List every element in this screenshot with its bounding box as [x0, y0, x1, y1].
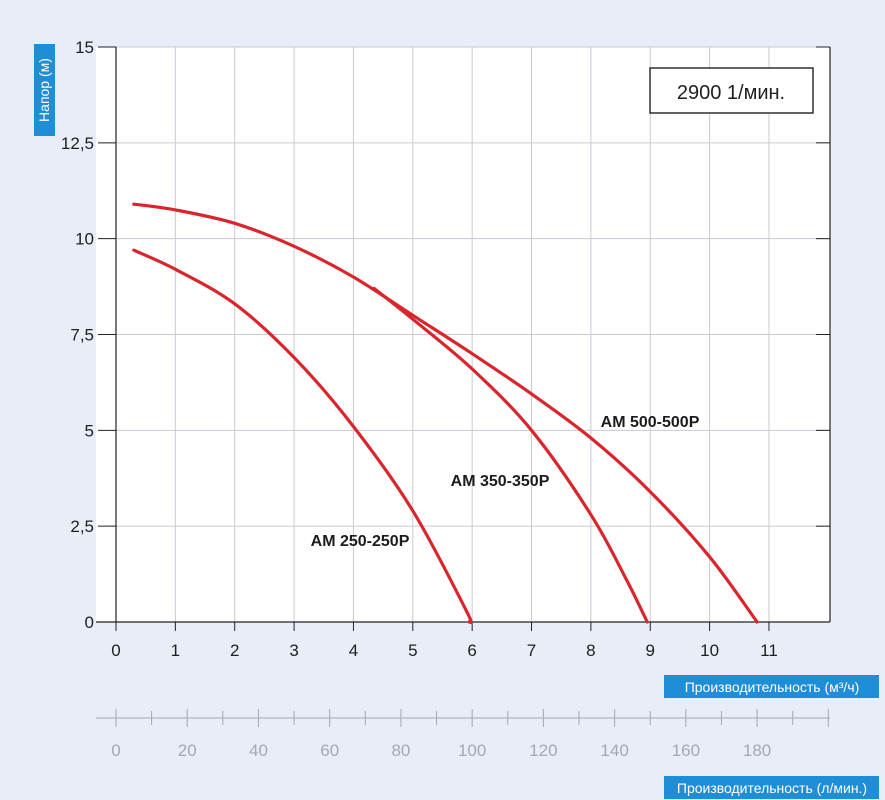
x-axis-title-text: Производительность (м³/ч): [685, 679, 860, 695]
series-lines: [132, 202, 759, 625]
x-tick-label-2: 2: [230, 641, 239, 660]
x-tick-label-9: 9: [646, 641, 655, 660]
speed-box-border: [649, 67, 814, 114]
y-tick-label-5: 5: [85, 421, 94, 440]
y-axis-title-text: Напор (м): [36, 58, 52, 122]
series-line-am-500-500p: [132, 202, 759, 624]
x-tick-label-3: 3: [289, 641, 298, 660]
axes: [96, 47, 831, 623]
x2-tick-label-80: 80: [391, 741, 410, 760]
y-tick-label-12,5: 12,5: [61, 134, 94, 153]
x2-axis-title-bg: [664, 776, 879, 799]
series-label-am-500: AM 500-500P: [601, 414, 700, 431]
x-tick-label-5: 5: [408, 641, 417, 660]
x-tick-label-8: 8: [586, 641, 595, 660]
x-tick-label-11: 11: [760, 641, 778, 660]
secondary-x-axis: 0 20 40 60 80 100 120 140 160 180: [96, 709, 830, 760]
x2-tick-label-40: 40: [249, 741, 268, 760]
x-tick-label-6: 6: [467, 641, 476, 660]
x-axis-title: Производительность (м³/ч): [664, 675, 879, 698]
x2-tick-label-120: 120: [529, 741, 557, 760]
speed-box: 2900 1/мин.: [649, 67, 814, 114]
y-tick-label-2,5: 2,5: [70, 517, 94, 536]
y-tick-label-10: 10: [75, 230, 94, 249]
speed-box-label: 2900 1/мин.: [677, 82, 785, 104]
grid-lines: [116, 46, 830, 622]
y-tick-label-0: 0: [85, 613, 94, 632]
series-label-am-350: AM 350-350P: [451, 473, 550, 490]
x2-tick-label-160: 160: [672, 741, 700, 760]
series-label-am-250: AM 250-250P: [311, 533, 410, 550]
x-tick-labels: 0 1 2 3 4 5 6 7 8 9 10 11: [111, 641, 778, 660]
tick-marks: [98, 46, 830, 631]
x2-axis-title-text: Производительность (л/мин.): [677, 780, 867, 796]
x-tick-label-0: 0: [111, 641, 120, 660]
y-axis-title-bg: [34, 44, 55, 136]
series-line-am-250-250p: [132, 248, 473, 625]
x2-tick-label-100: 100: [458, 741, 486, 760]
x-tick-label-7: 7: [527, 641, 536, 660]
y-tick-label-7,5: 7,5: [70, 326, 94, 345]
x-tick-label-10: 10: [700, 641, 719, 660]
x2-axis-title: Производительность (л/мин.): [664, 776, 879, 799]
x2-tick-label-60: 60: [320, 741, 339, 760]
x-tick-label-4: 4: [349, 641, 358, 660]
series-line-am-350-350p: [372, 286, 649, 624]
x-tick-label-1: 1: [171, 641, 180, 660]
y-tick-label-15: 15: [75, 38, 94, 57]
x2-tick-label-180: 180: [743, 741, 771, 760]
x-axis-title-bg: [664, 675, 879, 698]
y-tick-labels: 0 2,5 5 7,5 10 12,5 15: [61, 38, 94, 632]
x2-tick-label-20: 20: [178, 741, 197, 760]
y-axis-title: Напор (м): [34, 44, 55, 136]
x2-tick-label-140: 140: [600, 741, 628, 760]
x2-tick-label-0: 0: [111, 741, 120, 760]
